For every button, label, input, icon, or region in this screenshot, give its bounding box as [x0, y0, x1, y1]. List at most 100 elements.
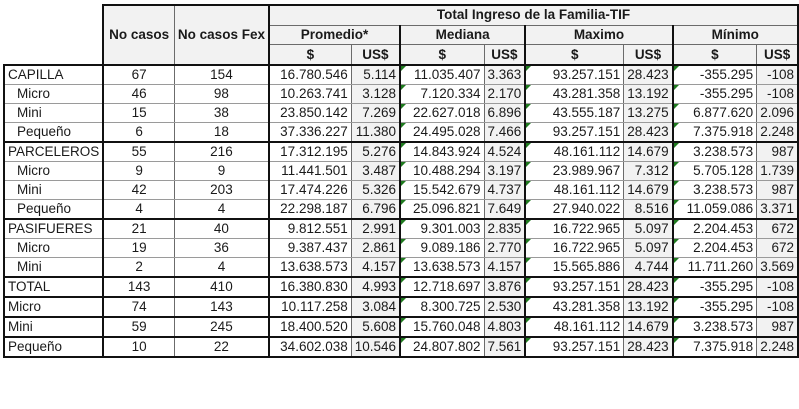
minimo-cop-cell[interactable]: 5.705.128: [672, 161, 757, 181]
fex-count-cell[interactable]: 4: [174, 199, 270, 220]
mediana-usd-cell[interactable]: 4.737: [483, 180, 527, 200]
maximo-usd-cell[interactable]: 5.097: [623, 238, 674, 258]
promedio-cop-cell[interactable]: 22.298.187: [268, 199, 352, 220]
promedio-usd-cell[interactable]: 5.326: [350, 180, 402, 200]
mediana-cop-cell[interactable]: 13.638.573: [399, 257, 485, 278]
promedio-cop-cell[interactable]: 9.387.437: [268, 238, 352, 258]
maximo-usd-cell[interactable]: 14.679: [623, 316, 674, 338]
count-cell[interactable]: 4: [103, 199, 175, 220]
promedio-cop-cell[interactable]: 37.336.227: [268, 122, 352, 143]
count-cell[interactable]: 6: [103, 122, 175, 143]
maximo-cop-cell[interactable]: 48.161.112: [524, 141, 624, 162]
maximo-cop-cell[interactable]: 93.257.151: [524, 64, 624, 85]
minimo-usd-cell[interactable]: 2.248: [756, 122, 799, 143]
promedio-cop-cell[interactable]: 10.117.258: [268, 296, 352, 318]
mediana-cop-cell[interactable]: 7.120.334: [399, 84, 485, 104]
row-label-cell[interactable]: Micro: [2, 161, 105, 181]
row-label-cell[interactable]: Mini: [2, 180, 105, 200]
minimo-cop-cell[interactable]: -355.295: [672, 84, 757, 104]
count-cell[interactable]: 42: [103, 180, 175, 200]
minimo-cop-cell[interactable]: 2.204.453: [672, 238, 757, 258]
mediana-cop-cell[interactable]: 10.488.294: [399, 161, 485, 181]
minimo-usd-cell[interactable]: 987: [756, 316, 799, 338]
promedio-cop-cell[interactable]: 17.312.195: [268, 141, 352, 162]
maximo-cop-cell[interactable]: 48.161.112: [524, 180, 624, 200]
maximo-usd-cell[interactable]: 8.516: [623, 199, 674, 220]
minimo-cop-cell[interactable]: 6.877.620: [672, 103, 757, 123]
promedio-cop-cell[interactable]: 11.441.501: [268, 161, 352, 181]
promedio-usd-cell[interactable]: 5.276: [350, 141, 402, 162]
promedio-cop-cell[interactable]: 17.474.226: [268, 180, 352, 200]
maximo-cop-cell[interactable]: 16.722.965: [524, 238, 624, 258]
mediana-cop-cell[interactable]: 11.035.407: [399, 64, 485, 85]
count-cell[interactable]: 143: [103, 276, 175, 298]
maximo-cop-cell[interactable]: 48.161.112: [524, 316, 624, 338]
row-label-cell[interactable]: Micro: [2, 238, 105, 258]
promedio-usd-cell[interactable]: 11.380: [350, 122, 402, 143]
fex-count-cell[interactable]: 98: [174, 84, 270, 104]
maximo-usd-cell[interactable]: 7.312: [623, 161, 674, 181]
fex-count-cell[interactable]: 410: [174, 276, 270, 298]
minimo-usd-cell[interactable]: 2.096: [756, 103, 799, 123]
promedio-usd-cell[interactable]: 10.546: [350, 336, 402, 358]
minimo-usd-cell[interactable]: 672: [756, 238, 799, 258]
maximo-usd-cell[interactable]: 4.744: [623, 257, 674, 278]
row-label-cell[interactable]: Pequeño: [2, 199, 105, 220]
minimo-usd-cell[interactable]: 987: [756, 180, 799, 200]
mediana-usd-cell[interactable]: 7.561: [483, 336, 527, 358]
mediana-usd-cell[interactable]: 4.157: [483, 257, 527, 278]
minimo-cop-cell[interactable]: 7.375.918: [672, 122, 757, 143]
minimo-usd-cell[interactable]: -108: [756, 84, 799, 104]
row-label-cell[interactable]: Mini: [2, 103, 105, 123]
row-label-cell[interactable]: Pequeño: [2, 336, 105, 358]
count-cell[interactable]: 2: [103, 257, 175, 278]
count-cell[interactable]: 19: [103, 238, 175, 258]
row-label-cell[interactable]: TOTAL: [2, 276, 105, 298]
fex-count-cell[interactable]: 143: [174, 296, 270, 318]
fex-count-cell[interactable]: 154: [174, 64, 270, 85]
promedio-cop-cell[interactable]: 10.263.741: [268, 84, 352, 104]
mediana-usd-cell[interactable]: 3.876: [483, 276, 527, 298]
maximo-usd-cell[interactable]: 28.423: [623, 64, 674, 85]
promedio-cop-cell[interactable]: 9.812.551: [268, 218, 352, 239]
maximo-cop-cell[interactable]: 16.722.965: [524, 218, 624, 239]
promedio-usd-cell[interactable]: 3.487: [350, 161, 402, 181]
maximo-cop-cell[interactable]: 43.555.187: [524, 103, 624, 123]
count-cell[interactable]: 10: [103, 336, 175, 358]
promedio-usd-cell[interactable]: 4.157: [350, 257, 402, 278]
maximo-usd-cell[interactable]: 5.097: [623, 218, 674, 239]
count-cell[interactable]: 21: [103, 218, 175, 239]
mediana-usd-cell[interactable]: 7.649: [483, 199, 527, 220]
fex-count-cell[interactable]: 245: [174, 316, 270, 338]
minimo-cop-cell[interactable]: 2.204.453: [672, 218, 757, 239]
fex-count-cell[interactable]: 4: [174, 257, 270, 278]
maximo-usd-cell[interactable]: 28.423: [623, 276, 674, 298]
maximo-usd-cell[interactable]: 28.423: [623, 336, 674, 358]
row-label-cell[interactable]: CAPILLA: [2, 64, 105, 85]
fex-count-cell[interactable]: 40: [174, 218, 270, 239]
minimo-usd-cell[interactable]: 3.371: [756, 199, 799, 220]
mediana-usd-cell[interactable]: 3.363: [483, 64, 527, 85]
mediana-cop-cell[interactable]: 12.718.697: [399, 276, 485, 298]
row-label-cell[interactable]: Micro: [2, 296, 105, 318]
fex-count-cell[interactable]: 38: [174, 103, 270, 123]
minimo-usd-cell[interactable]: -108: [756, 276, 799, 298]
mediana-cop-cell[interactable]: 14.843.924: [399, 141, 485, 162]
minimo-usd-cell[interactable]: 3.569: [756, 257, 799, 278]
promedio-usd-cell[interactable]: 4.993: [350, 276, 402, 298]
row-label-cell[interactable]: PASIFUERES: [2, 218, 105, 239]
maximo-cop-cell[interactable]: 43.281.358: [524, 296, 624, 318]
maximo-usd-cell[interactable]: 14.679: [623, 180, 674, 200]
mediana-cop-cell[interactable]: 24.495.028: [399, 122, 485, 143]
minimo-cop-cell[interactable]: 11.711.260: [672, 257, 757, 278]
fex-count-cell[interactable]: 22: [174, 336, 270, 358]
mediana-cop-cell[interactable]: 9.089.186: [399, 238, 485, 258]
minimo-cop-cell[interactable]: 3.238.573: [672, 141, 757, 162]
count-cell[interactable]: 55: [103, 141, 175, 162]
maximo-cop-cell[interactable]: 15.565.886: [524, 257, 624, 278]
minimo-usd-cell[interactable]: 1.739: [756, 161, 799, 181]
count-cell[interactable]: 74: [103, 296, 175, 318]
promedio-usd-cell[interactable]: 3.084: [350, 296, 402, 318]
minimo-cop-cell[interactable]: 3.238.573: [672, 180, 757, 200]
promedio-usd-cell[interactable]: 6.796: [350, 199, 402, 220]
